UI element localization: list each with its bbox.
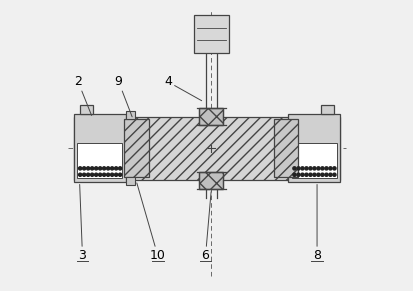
Circle shape [114, 167, 117, 170]
Circle shape [324, 167, 327, 170]
Circle shape [320, 173, 323, 176]
Circle shape [328, 173, 331, 176]
Circle shape [106, 173, 109, 176]
Circle shape [110, 167, 114, 170]
Circle shape [304, 167, 307, 170]
Circle shape [332, 167, 335, 170]
Text: 9: 9 [114, 75, 132, 117]
Circle shape [308, 173, 311, 176]
Text: 4: 4 [164, 75, 201, 101]
Circle shape [316, 167, 319, 170]
Circle shape [78, 173, 81, 176]
Circle shape [312, 173, 315, 176]
Circle shape [90, 167, 93, 170]
Circle shape [332, 173, 335, 176]
Circle shape [320, 167, 323, 170]
Bar [287, 114, 339, 182]
Bar [291, 143, 336, 178]
Circle shape [94, 167, 97, 170]
Circle shape [304, 173, 307, 176]
Circle shape [102, 167, 105, 170]
Bar [74, 116, 339, 180]
Bar [199, 172, 223, 189]
Circle shape [94, 173, 97, 176]
Circle shape [324, 173, 327, 176]
Circle shape [106, 167, 109, 170]
Text: 6: 6 [201, 192, 211, 262]
Circle shape [308, 167, 311, 170]
Bar [320, 105, 334, 114]
Circle shape [300, 173, 303, 176]
Text: 2: 2 [74, 75, 91, 116]
Text: 3: 3 [78, 184, 86, 262]
Text: 8: 8 [312, 184, 320, 262]
Circle shape [300, 167, 303, 170]
Circle shape [328, 167, 331, 170]
Circle shape [114, 173, 117, 176]
Bar [194, 15, 228, 53]
Circle shape [102, 173, 105, 176]
Bar [199, 108, 223, 125]
Circle shape [118, 167, 121, 170]
Circle shape [82, 167, 85, 170]
Bar [126, 111, 135, 119]
Circle shape [110, 173, 114, 176]
Bar [126, 177, 135, 185]
Circle shape [82, 173, 85, 176]
Bar [273, 119, 297, 177]
Circle shape [312, 167, 315, 170]
Circle shape [90, 173, 93, 176]
Bar [124, 119, 149, 177]
Circle shape [98, 173, 102, 176]
Circle shape [296, 173, 299, 176]
Circle shape [78, 167, 81, 170]
Text: 10: 10 [136, 183, 165, 262]
Circle shape [86, 173, 90, 176]
Bar [199, 172, 223, 189]
Circle shape [292, 173, 295, 176]
Circle shape [296, 167, 299, 170]
Bar [79, 105, 93, 114]
Bar [74, 114, 126, 182]
Circle shape [316, 173, 319, 176]
Circle shape [86, 167, 90, 170]
Bar [199, 108, 223, 125]
Circle shape [98, 167, 102, 170]
Bar [77, 143, 122, 178]
Circle shape [118, 173, 121, 176]
Circle shape [292, 167, 295, 170]
